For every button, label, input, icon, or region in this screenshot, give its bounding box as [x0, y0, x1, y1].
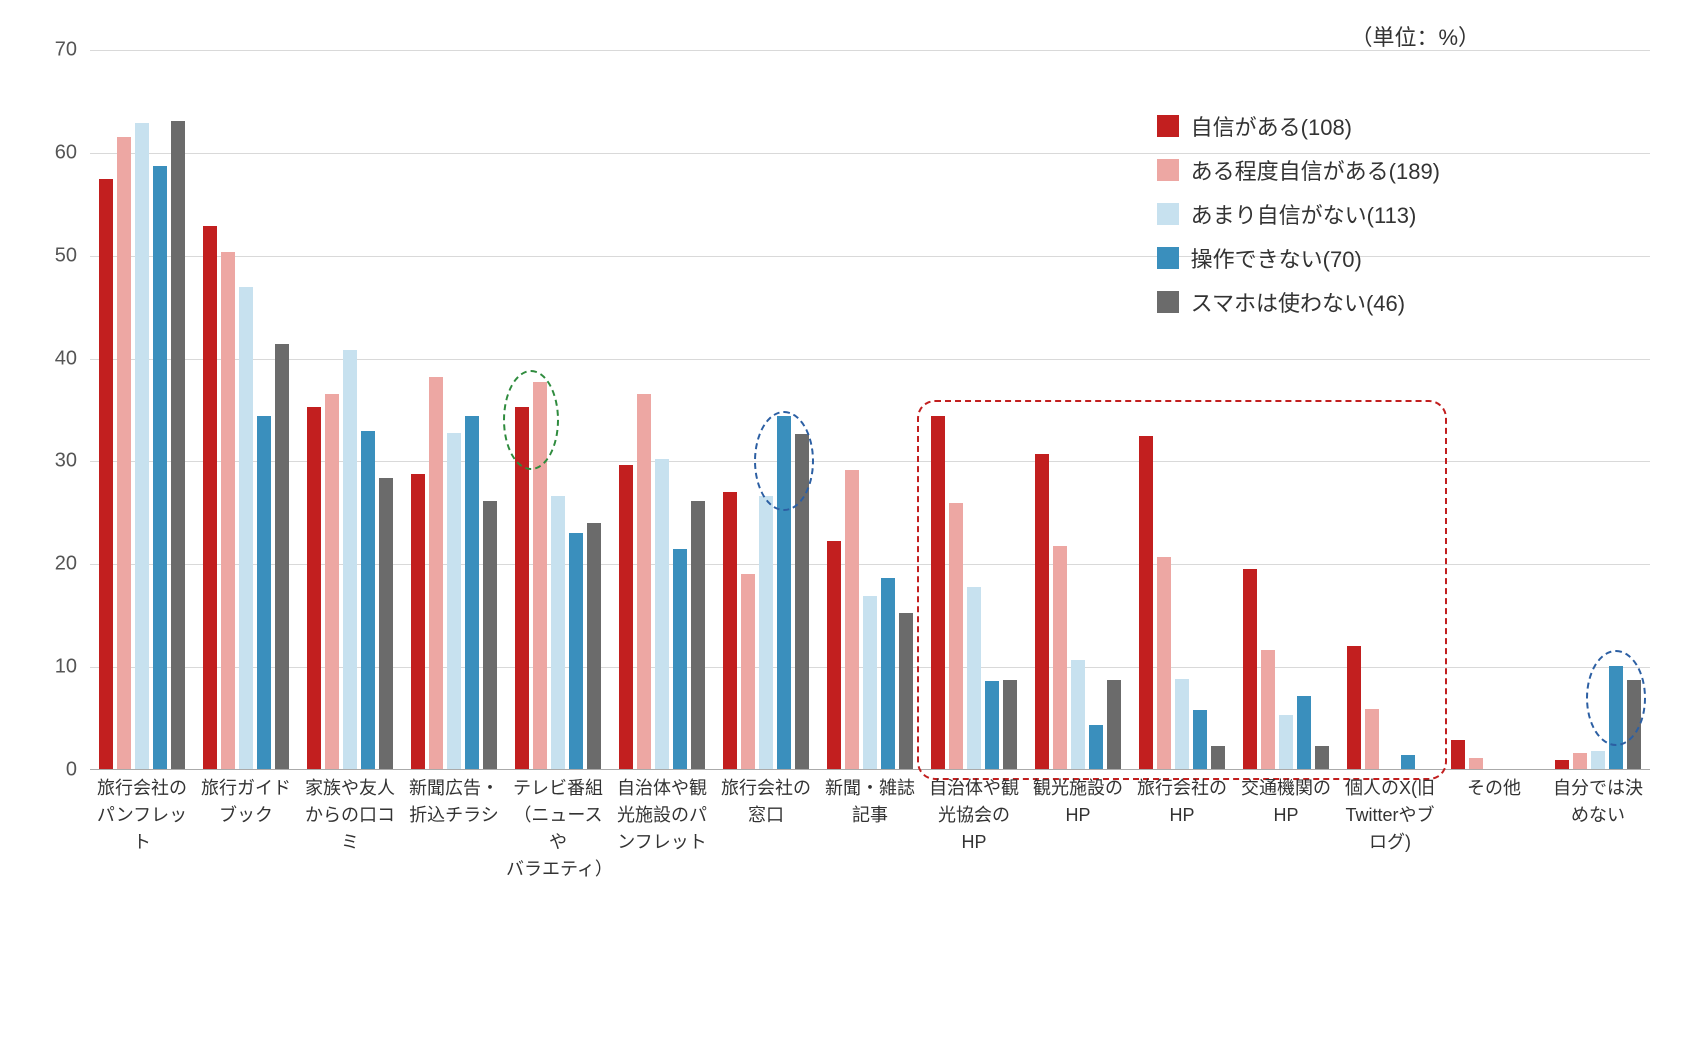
y-tick-label: 40: [55, 347, 77, 370]
gridline: [90, 359, 1650, 360]
x-category-label: 新聞広告・ 折込チラシ: [402, 775, 506, 829]
bar: [411, 474, 425, 769]
bar: [619, 465, 633, 769]
chart-container: （単位：%） 0 10 20 30 40 50 60 70 旅行会社の パンフレット旅行ガイド…: [40, 20, 1660, 1020]
bar: [587, 523, 601, 769]
legend-item: あまり自信がない(113): [1157, 198, 1440, 230]
x-category-label: 自治体や観 光施設のパ ンフレット: [610, 775, 714, 856]
legend-label: スマホは使わない(46): [1191, 286, 1405, 318]
bar: [343, 350, 357, 769]
y-tick-label: 20: [55, 553, 77, 576]
bar: [673, 549, 687, 769]
bar: [637, 394, 651, 769]
bar: [447, 433, 461, 769]
annotation-ellipse: [1586, 650, 1646, 746]
y-tick-label: 10: [55, 656, 77, 679]
bar: [1469, 758, 1483, 769]
bar: [845, 470, 859, 769]
bar: [117, 137, 131, 769]
bar: [257, 416, 271, 769]
bar: [379, 478, 393, 769]
bar: [1573, 753, 1587, 769]
bar: [1591, 751, 1605, 770]
x-category-label: 個人のX(旧 Twitterやブ ログ): [1338, 775, 1442, 856]
x-category-label: 自分では決 めない: [1546, 775, 1650, 829]
bar: [483, 501, 497, 769]
bar: [655, 459, 669, 769]
bar: [569, 533, 583, 769]
bar: [551, 496, 565, 769]
unit-label: （単位：%）: [1350, 20, 1480, 52]
bar: [153, 166, 167, 769]
legend-swatch: [1157, 159, 1179, 181]
legend-item: ある程度自信がある(189): [1157, 154, 1440, 186]
y-tick-label: 0: [66, 759, 77, 782]
bar: [827, 541, 841, 769]
y-tick-label: 60: [55, 141, 77, 164]
bar: [135, 123, 149, 769]
bar: [361, 431, 375, 769]
bar: [221, 252, 235, 769]
bar: [325, 394, 339, 769]
bar: [239, 287, 253, 769]
bar: [1451, 740, 1465, 769]
bar: [429, 377, 443, 769]
legend-swatch: [1157, 203, 1179, 225]
x-category-label: 新聞・雑誌 記事: [818, 775, 922, 829]
legend-label: 操作できない(70): [1191, 242, 1362, 274]
annotation-ellipse: [754, 411, 814, 511]
y-tick-label: 50: [55, 244, 77, 267]
bar: [307, 407, 321, 769]
bar: [863, 596, 877, 769]
annotation-ellipse: [503, 370, 559, 470]
x-category-label: 旅行会社の パンフレット: [90, 775, 194, 856]
bar: [465, 416, 479, 769]
x-category-label: 家族や友人 からの口コミ: [298, 775, 402, 856]
legend: 自信がある(108) ある程度自信がある(189) あまり自信がない(113) 操作で…: [1157, 110, 1440, 330]
legend-label: 自信がある(108): [1191, 110, 1352, 142]
legend-item: 自信がある(108): [1157, 110, 1440, 142]
legend-label: あまり自信がない(113): [1191, 198, 1417, 230]
bar: [171, 121, 185, 769]
legend-swatch: [1157, 115, 1179, 137]
bar: [759, 496, 773, 769]
bar: [203, 226, 217, 769]
x-category-label: 交通機関の HP: [1234, 775, 1338, 829]
x-category-label: 旅行会社の HP: [1130, 775, 1234, 829]
x-category-label: 自治体や観 光協会の HP: [922, 775, 1026, 856]
x-category-label: その他: [1442, 775, 1546, 802]
y-tick-label: 30: [55, 450, 77, 473]
gridline: [90, 50, 1650, 51]
bar: [691, 501, 705, 769]
x-category-label: 観光施設の HP: [1026, 775, 1130, 829]
bar: [99, 179, 113, 769]
bar: [741, 574, 755, 769]
legend-label: ある程度自信がある(189): [1191, 154, 1440, 186]
legend-swatch: [1157, 247, 1179, 269]
legend-item: 操作できない(70): [1157, 242, 1440, 274]
x-category-label: 旅行ガイド ブック: [194, 775, 298, 829]
legend-item: スマホは使わない(46): [1157, 286, 1440, 318]
legend-swatch: [1157, 291, 1179, 313]
y-axis: 010203040506070: [40, 50, 85, 770]
bar: [881, 578, 895, 769]
bar: [899, 613, 913, 769]
x-category-label: 旅行会社の 窓口: [714, 775, 818, 829]
x-category-label: テレビ番組 （ニュースや バラエティ）: [506, 775, 610, 883]
bar: [275, 344, 289, 769]
annotation-rect: [917, 400, 1447, 781]
y-tick-label: 70: [55, 39, 77, 62]
bar: [1555, 760, 1569, 769]
bar: [723, 492, 737, 769]
